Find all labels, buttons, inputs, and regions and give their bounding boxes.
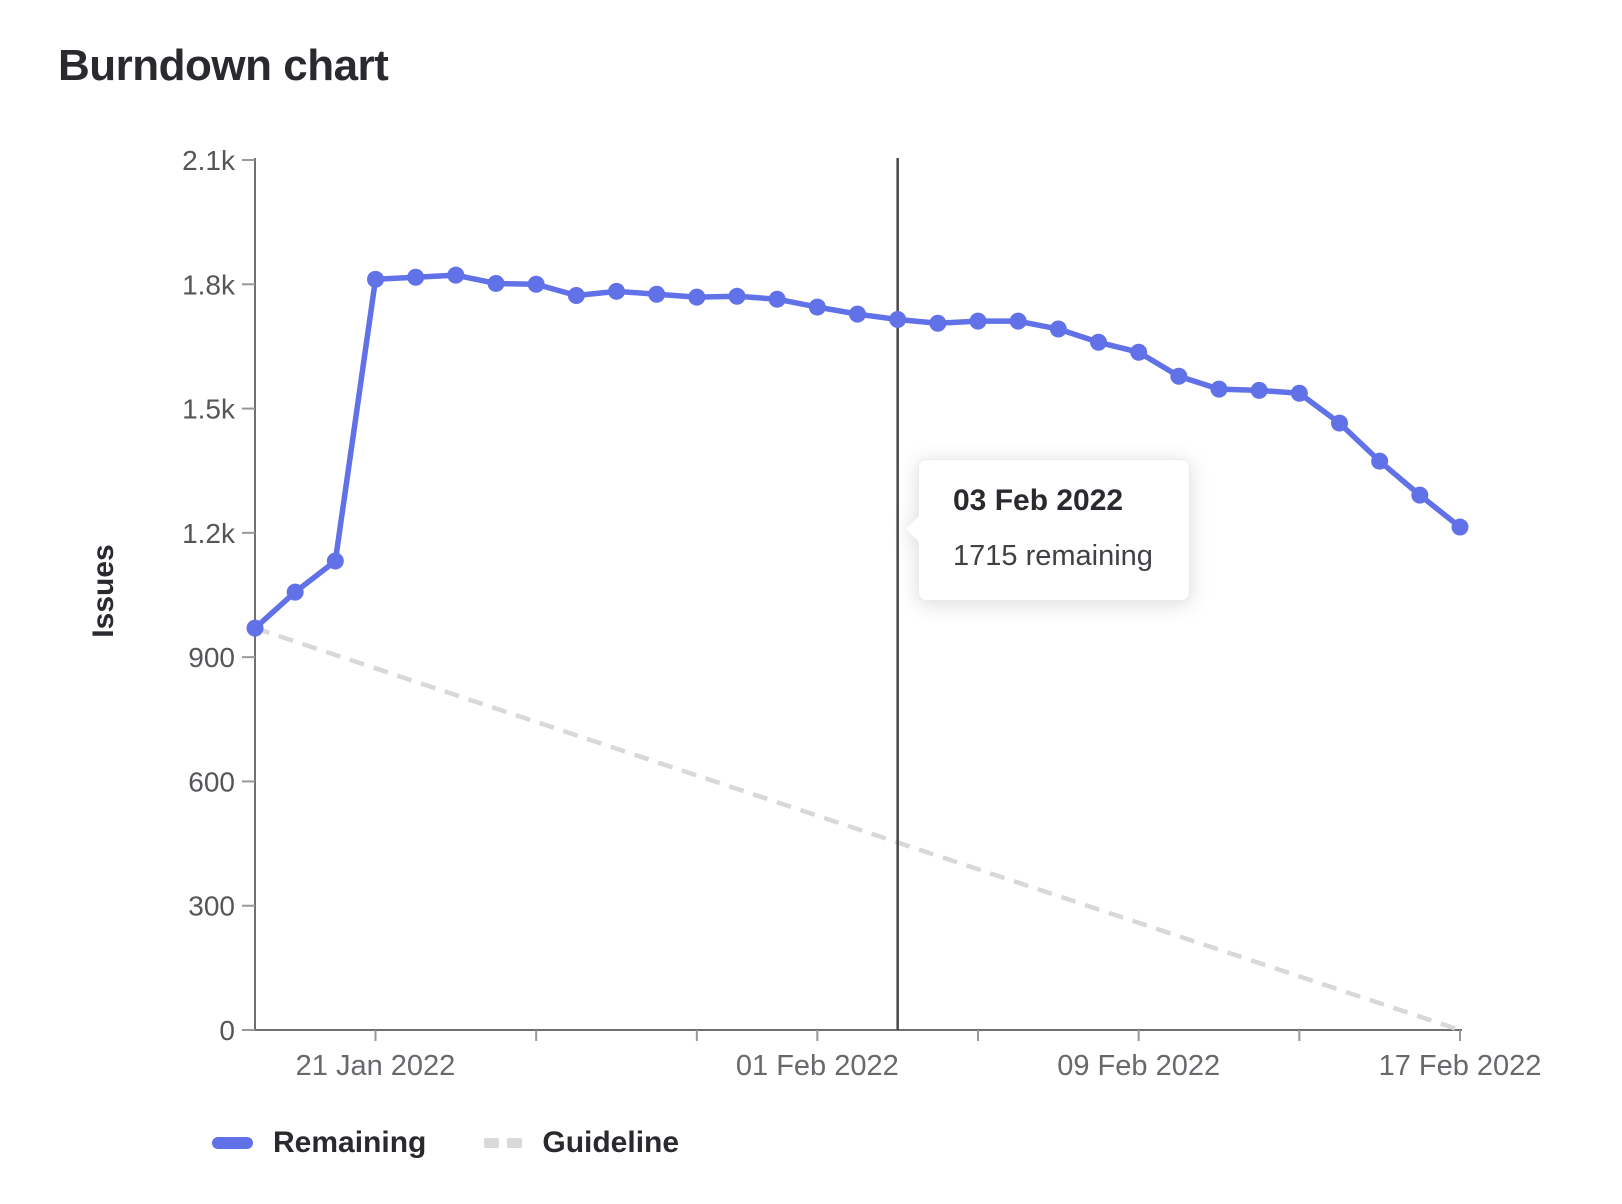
y-tick-label: 900 — [188, 642, 235, 673]
data-point-08-feb-2022[interactable] — [1090, 333, 1107, 351]
data-point-01-feb-2022[interactable] — [808, 298, 826, 316]
y-axis-title: Issues — [87, 544, 120, 637]
data-point-25-jan-2022[interactable] — [527, 275, 545, 293]
guideline-series-swatch — [484, 1138, 523, 1148]
data-point-04-feb-2022[interactable] — [929, 314, 947, 332]
data-point-24-jan-2022[interactable] — [487, 274, 505, 292]
y-tick-label: 1.5k — [182, 394, 236, 425]
data-point-10-feb-2022[interactable] — [1170, 367, 1188, 385]
x-tick-label: 21 Jan 2022 — [296, 1050, 456, 1082]
data-point-12-feb-2022[interactable] — [1250, 381, 1268, 399]
data-point-28-jan-2022[interactable] — [648, 285, 666, 303]
y-tick-label: 1.2k — [182, 518, 236, 549]
legend-label-remaining: Remaining — [273, 1126, 427, 1159]
page-title: Burndown chart — [58, 41, 389, 90]
data-point-26-jan-2022[interactable] — [567, 286, 585, 304]
data-point-06-feb-2022[interactable] — [1009, 312, 1027, 330]
data-point-30-jan-2022[interactable] — [728, 287, 746, 305]
guideline-line — [254, 626, 1461, 1033]
data-point-19-jan-2022[interactable] — [286, 583, 304, 601]
legend-label-guideline: Guideline — [542, 1126, 680, 1159]
tooltip-value: 1715 remaining — [953, 540, 1153, 572]
data-point-14-feb-2022[interactable] — [1331, 414, 1348, 432]
y-tick-label: 1.8k — [182, 269, 236, 300]
data-point-03-feb-2022[interactable] — [889, 311, 907, 328]
x-tick-label: 09 Feb 2022 — [1057, 1050, 1220, 1082]
data-point-05-feb-2022[interactable] — [969, 312, 987, 330]
chart-tooltip: 03 Feb 2022 1715 remaining — [906, 459, 1190, 601]
remaining-line — [252, 272, 1463, 631]
legend-item-remaining[interactable]: Remaining — [212, 1126, 426, 1160]
y-tick-label: 0 — [219, 1015, 235, 1046]
data-point-27-jan-2022[interactable] — [608, 282, 625, 300]
x-tick-label: 17 Feb 2022 — [1379, 1050, 1542, 1082]
y-tick-label: 300 — [188, 891, 235, 922]
data-point-31-jan-2022[interactable] — [768, 290, 786, 308]
data-point-02-feb-2022[interactable] — [849, 305, 866, 323]
x-tick-label: 01 Feb 2022 — [736, 1050, 899, 1082]
chart-legend: Remaining Guideline — [212, 1126, 679, 1160]
axes: 0 300 600 900 1.2k 1.5k 1.8k 2.1k 21 Jan 2022 01 … — [182, 145, 1541, 1082]
data-point-23-jan-2022[interactable] — [447, 266, 465, 284]
data-point-09-feb-2022[interactable] — [1130, 343, 1148, 361]
data-point-07-feb-2022[interactable] — [1049, 320, 1067, 338]
data-point-13-feb-2022[interactable] — [1290, 384, 1308, 402]
data-point-21-jan-2022[interactable] — [367, 270, 384, 288]
legend-item-guideline[interactable]: Guideline — [484, 1126, 679, 1160]
data-point-18-jan-2022[interactable] — [246, 619, 264, 637]
tooltip-arrow — [906, 516, 919, 542]
data-point-15-feb-2022[interactable] — [1371, 452, 1389, 470]
y-tick-label: 600 — [188, 766, 235, 797]
data-point-29-jan-2022[interactable] — [688, 288, 706, 306]
remaining-series-swatch — [212, 1137, 253, 1149]
tooltip-date: 03 Feb 2022 — [953, 484, 1124, 517]
y-tick-label: 2.1k — [182, 145, 236, 176]
data-point-17-feb-2022[interactable] — [1451, 518, 1469, 536]
burndown-chart[interactable]: 0 300 600 900 1.2k 1.5k 1.8k 2.1k 21 Jan 2022 01 … — [0, 0, 1622, 1095]
data-point-20-jan-2022[interactable] — [326, 552, 344, 570]
data-point-22-jan-2022[interactable] — [407, 268, 425, 286]
data-point-16-feb-2022[interactable] — [1411, 486, 1429, 504]
data-point-11-feb-2022[interactable] — [1210, 380, 1228, 398]
